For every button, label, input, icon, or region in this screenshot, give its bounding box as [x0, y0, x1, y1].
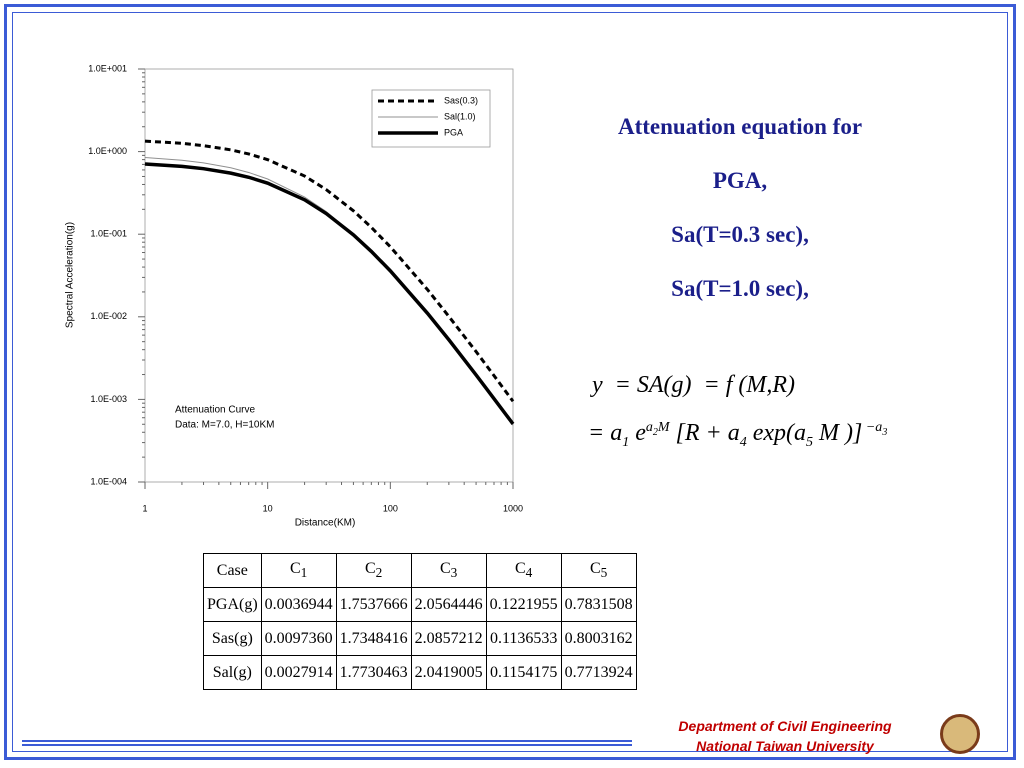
series-line: [144, 139, 515, 403]
table-cell: 0.0027914: [260, 655, 337, 690]
heading-line: Sa(T=1.0 sec),: [671, 276, 809, 301]
eq-part: 2: [652, 426, 658, 438]
eq-part: M: [657, 420, 670, 435]
chart: Spectral Acceleration(g) Distance(KM) At…: [65, 63, 523, 529]
header-row: Case C1 C2 C3 C4 C5: [203, 553, 637, 588]
header-sub: 5: [600, 565, 608, 581]
table-cell: Sal(g): [203, 655, 262, 690]
header-text: C: [590, 559, 601, 577]
x-tick-label: 10: [263, 503, 273, 513]
y-tick-label: 1.0E-001: [90, 229, 127, 239]
table-row: PGA(g) 0.0036944 1.7537666 2.0564446 0.12219…: [203, 587, 637, 622]
x-tick-label: 1000: [503, 503, 523, 513]
y-tick-label: 1.0E+001: [88, 63, 127, 73]
footer-line: National Taiwan University: [696, 738, 874, 754]
table-cell: 2.0564446: [410, 587, 487, 622]
legend-label: Sas(0.3): [444, 95, 478, 105]
x-tick-label: 100: [383, 503, 398, 513]
footer-line: Department of Civil Engineering: [678, 718, 892, 734]
eq-part: 1: [622, 434, 630, 450]
y-axis-label: Spectral Acceleration(g): [65, 222, 76, 328]
table-cell: 0.7831508: [560, 587, 637, 622]
heading-line: Attenuation equation for: [617, 114, 863, 139]
header-cell: C2: [335, 553, 412, 588]
bottom-rule: [22, 740, 632, 746]
table-cell: 0.1154175: [485, 655, 562, 690]
header-sub: 2: [375, 565, 383, 581]
eq-part: a2M: [645, 420, 670, 438]
annotation: Attenuation Curve: [175, 405, 255, 416]
eq-part: e: [629, 420, 646, 446]
x-tick-label: 1: [142, 503, 147, 513]
eq-part: −a3: [862, 420, 888, 438]
table-cell: 0.1221955: [485, 587, 562, 622]
eq-part: 5: [806, 434, 814, 450]
table-cell: 0.1136533: [485, 621, 562, 656]
header-sub: 3: [450, 565, 458, 581]
y-tick-label: 1.0E-004: [90, 476, 127, 486]
x-axis-label: Distance(KM): [295, 518, 356, 529]
y-tick-label: 1.0E+000: [88, 146, 127, 156]
table-cell: 0.0036944: [260, 587, 337, 622]
table-cell: Sas(g): [203, 621, 262, 656]
table-cell: 2.0857212: [410, 621, 487, 656]
equation-line: y = SA(g) = f (M,R): [592, 372, 795, 398]
eq-part: M )]: [813, 420, 863, 446]
outer-frame: [4, 4, 1016, 760]
eq-part: = a: [588, 420, 623, 446]
series-line: [144, 162, 515, 425]
eq-part: exp(a: [746, 420, 807, 446]
header-sub: 1: [300, 565, 308, 581]
table-cell: 1.7537666: [335, 587, 412, 622]
legend-label: PGA: [444, 127, 463, 137]
table-cell: 2.0419005: [410, 655, 487, 690]
header-cell: C5: [560, 553, 637, 588]
eq-part: 3: [882, 426, 888, 438]
header-cell: C4: [485, 553, 562, 588]
header-text: C: [290, 559, 301, 577]
heading-line: Sa(T=0.3 sec),: [671, 222, 809, 247]
header-text: C: [515, 559, 526, 577]
table-cell: 1.7348416: [335, 621, 412, 656]
header-cell: C1: [260, 553, 337, 588]
y-tick-label: 1.0E-002: [90, 311, 127, 321]
eq-part: [R + a: [669, 420, 740, 446]
eq-part: 4: [739, 434, 747, 450]
table-row: Sas(g) 0.0097360 1.7348416 2.0857212 0.11365…: [203, 621, 637, 656]
footer: Department of Civil Engineering National…: [640, 716, 930, 756]
plot-area: [144, 68, 514, 483]
y-tick-label: 1.0E-003: [90, 394, 127, 404]
header-cell: C3: [410, 553, 487, 588]
table-cell: 0.7713924: [560, 655, 637, 690]
header-text: C: [440, 559, 451, 577]
university-logo: [940, 714, 980, 754]
coefficient-table: Case C1 C2 C3 C4 C5 PGA(g) 0.0036944 1.7537666 2.…: [203, 553, 637, 690]
inner-frame: [12, 12, 1008, 752]
table-cell: PGA(g): [203, 587, 262, 622]
eq-part: −a: [862, 420, 883, 435]
table-row: Sal(g) 0.0027914 1.7730463 2.0419005 0.11541…: [203, 655, 637, 690]
header-text: C: [365, 559, 376, 577]
header-cell: Case: [203, 553, 262, 588]
eq-part: a: [645, 420, 653, 435]
table-cell: 0.8003162: [560, 621, 637, 656]
equation-line: = a1 ea2M [R + a4 exp(a5 M )] −a3: [588, 420, 887, 451]
series-line: [144, 157, 514, 426]
heading: Attenuation equation for PGA, Sa(T=0.3 s…: [560, 100, 920, 316]
heading-line: PGA,: [712, 168, 768, 193]
table-cell: 1.7730463: [335, 655, 412, 690]
annotation: Data: M=7.0, H=10KM: [175, 420, 275, 431]
legend-label: Sal(1.0): [444, 111, 476, 121]
header-sub: 4: [525, 565, 533, 581]
table-cell: 0.0097360: [260, 621, 337, 656]
